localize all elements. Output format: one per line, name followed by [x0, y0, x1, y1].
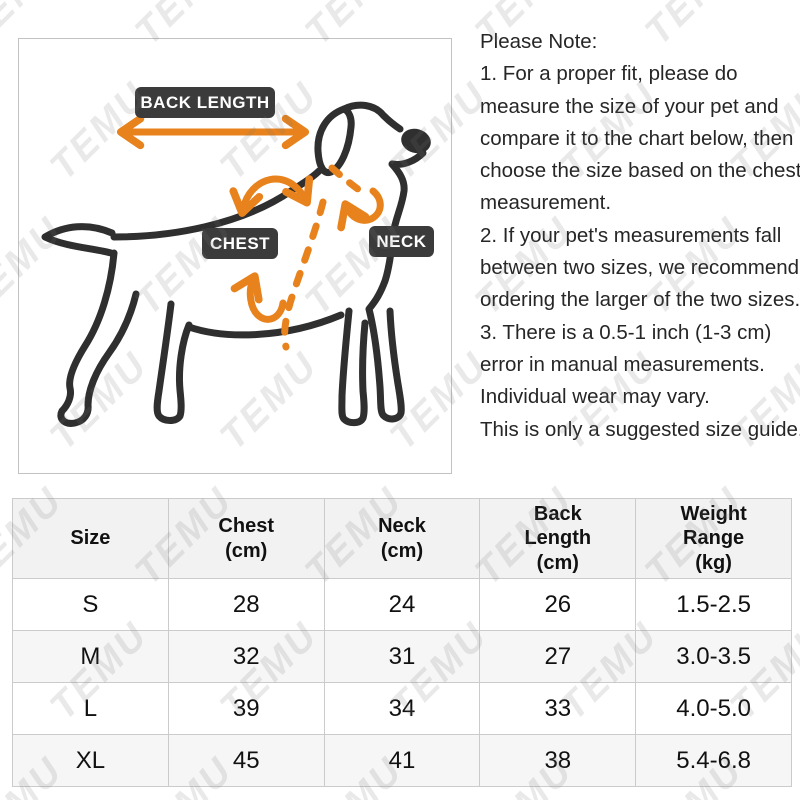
- column-header: Size: [12, 498, 169, 579]
- column-header: Weight Range (kg): [635, 498, 792, 579]
- note-line: Please Note:: [480, 30, 598, 53]
- note-line: Individual wear may vary.: [480, 385, 710, 409]
- note-line: This is only a suggested size guide.: [480, 417, 800, 441]
- neck-arrow-icon: [337, 187, 384, 232]
- note-line: choose the size based on the chest: [480, 159, 800, 183]
- back-length-label: BACK LENGTH: [135, 87, 275, 118]
- note-line: compare it to the chart below, then: [480, 126, 794, 150]
- size-table-header-row: Size Chest (cm) Neck (cm) Back Length (cm) W…: [12, 498, 792, 579]
- note-line: 1. For a proper fit, please do: [480, 62, 738, 86]
- value-cell: 5.4-6.8: [635, 734, 792, 787]
- dog-outline-drawing: [41, 101, 431, 427]
- size-table: Size Chest (cm) Neck (cm) Back Length (cm) W…: [12, 498, 792, 787]
- value-cell: 38: [479, 734, 637, 787]
- note-text: Please Note: 1. For a proper fit, please …: [480, 26, 800, 446]
- size-cell: S: [12, 578, 169, 631]
- size-cell: L: [12, 682, 169, 735]
- neck-label: NECK: [369, 226, 434, 257]
- girth-arch-arrow-icon: [229, 175, 314, 217]
- value-cell: 45: [167, 734, 325, 787]
- value-cell: 26: [479, 578, 637, 631]
- note-line: 2. If your pet's measurements fall: [480, 223, 782, 247]
- value-cell: 4.0-5.0: [635, 682, 792, 735]
- chest-label: CHEST: [202, 228, 278, 259]
- table-row: L 39 34 33 4.0-5.0: [12, 682, 792, 735]
- value-cell: 32: [167, 630, 325, 683]
- note-line: measurement.: [480, 191, 612, 215]
- value-cell: 41: [323, 734, 481, 787]
- value-cell: 1.5-2.5: [635, 578, 792, 631]
- column-header: Neck (cm): [323, 498, 481, 579]
- note-line: between two sizes, we recommend: [480, 256, 800, 280]
- table-row: M 32 31 27 3.0-3.5: [12, 630, 792, 683]
- value-cell: 34: [323, 682, 481, 735]
- note-line: ordering the larger of the two sizes.: [480, 288, 800, 312]
- size-cell: XL: [12, 734, 169, 787]
- value-cell: 27: [479, 630, 637, 683]
- note-line: error in manual measurements.: [480, 352, 765, 376]
- size-cell: M: [12, 630, 169, 683]
- value-cell: 24: [323, 578, 481, 631]
- table-row: S 28 24 26 1.5-2.5: [12, 578, 792, 631]
- dog-body-lines: [41, 101, 427, 427]
- note-line: 3. There is a 0.5-1 inch (1-3 cm): [480, 320, 772, 344]
- value-cell: 3.0-3.5: [635, 630, 792, 683]
- column-header: Back Length (cm): [479, 498, 637, 579]
- table-row: XL 45 41 38 5.4-6.8: [12, 734, 792, 787]
- chest-arrow-icon: [230, 272, 287, 323]
- note-line: measure the size of your pet and: [480, 94, 779, 118]
- size-table-body: S 28 24 26 1.5-2.5 M 32 31 27 3.0-3.5 L 39 34 33 4.0-5…: [12, 578, 792, 787]
- column-header: Chest (cm): [167, 498, 325, 579]
- chest-girth-dashed-line: [281, 198, 327, 351]
- value-cell: 39: [167, 682, 325, 735]
- dog-nose: [401, 128, 431, 154]
- measurement-diagram-panel: BACK LENGTH CHEST NECK: [18, 38, 452, 474]
- value-cell: 33: [479, 682, 637, 735]
- value-cell: 31: [323, 630, 481, 683]
- neck-girth-dashed-line: [328, 164, 369, 198]
- measurement-arrows: [116, 114, 384, 351]
- value-cell: 28: [167, 578, 325, 631]
